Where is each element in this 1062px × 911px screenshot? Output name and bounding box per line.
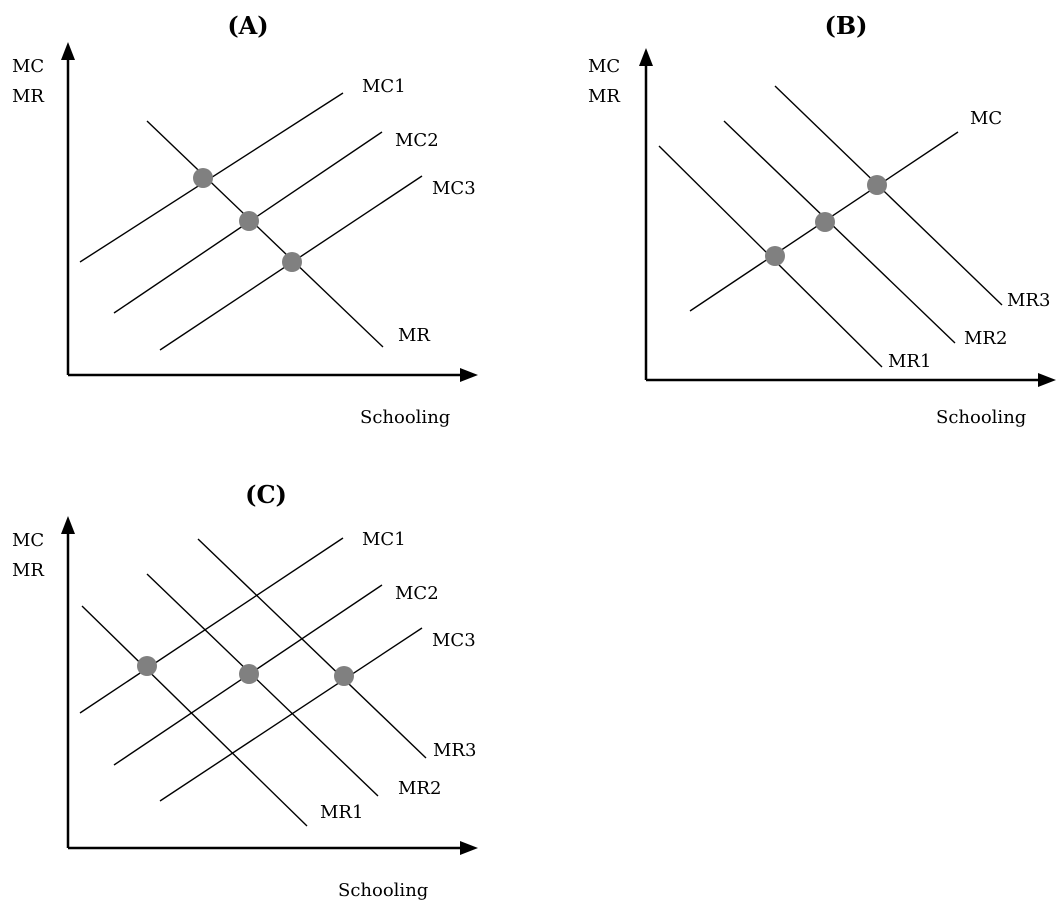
panel-c-mr3-label: MR3	[433, 740, 476, 761]
panel-c-y-axis-arrow	[61, 516, 75, 534]
panel-c-mr2-curve	[146, 573, 379, 797]
panel-c-mc2-label: MC2	[395, 583, 439, 604]
panel-c: (C) MC MR Schooling MC1 MC2 MC3 MR1 MR2 …	[12, 480, 478, 901]
panel-b-mr2-curve	[723, 120, 956, 344]
panel-a-equilibrium-point	[239, 211, 259, 231]
panel-a-mr-label: MR	[398, 325, 430, 346]
panel-c-equilibrium-point	[137, 656, 157, 676]
panel-b-x-label: Schooling	[936, 407, 1026, 428]
panel-c-x-axis-arrow	[460, 841, 478, 855]
panel-b-mr3-label: MR3	[1007, 290, 1050, 311]
panel-c-equilibrium-point	[334, 666, 354, 686]
panel-a-x-axis-arrow	[460, 368, 478, 382]
panel-b-mr1-label: MR1	[888, 351, 931, 372]
panel-c-mr1-curve	[81, 605, 308, 827]
panel-a-mc2-label: MC2	[395, 130, 439, 151]
panel-c-mr1-label: MR1	[320, 802, 363, 823]
panel-b-equilibrium-point	[765, 246, 785, 266]
panel-a-equilibrium-point	[193, 168, 213, 188]
panel-c-x-label: Schooling	[338, 880, 428, 901]
panel-b-y-label-mr: MR	[588, 86, 620, 107]
panel-b-y-axis-arrow	[639, 48, 653, 66]
panel-a-equilibrium-point	[282, 252, 302, 272]
panel-c-mc3-label: MC3	[432, 630, 476, 651]
panel-c-equilibrium-point	[239, 664, 259, 684]
panel-a-title: (A)	[227, 11, 268, 40]
panel-c-mc1-curve	[79, 537, 344, 714]
panel-c-mc3-curve	[159, 627, 423, 802]
panel-b-title: (B)	[825, 11, 868, 40]
panel-c-mr3-curve	[197, 538, 427, 759]
panel-c-y-label-mc: MC	[12, 530, 44, 551]
panel-c-mr2-label: MR2	[398, 778, 441, 799]
panel-a-y-axis-arrow	[61, 42, 75, 60]
panel-b-y-label-mc: MC	[588, 56, 620, 77]
panel-a-y-label-mc: MC	[12, 56, 44, 77]
panel-b-equilibrium-point	[815, 212, 835, 232]
panel-b-equilibrium-point	[867, 175, 887, 195]
panel-a-mc1-label: MC1	[362, 76, 406, 97]
panel-c-title: (C)	[245, 480, 287, 509]
panel-a-x-label: Schooling	[360, 407, 450, 428]
panel-a-y-label-mr: MR	[12, 86, 44, 107]
panel-b-mc-label: MC	[970, 108, 1002, 129]
panel-b-x-axis-arrow	[1038, 373, 1056, 387]
panel-a-mc3-label: MC3	[432, 178, 476, 199]
panel-a: (A) MC MR Schooling MC1 MC2 MC3 MR	[12, 11, 478, 428]
panel-b: (B) MC MR Schooling MC MR1 MR2 MR3	[588, 11, 1056, 428]
panel-c-y-label-mr: MR	[12, 560, 44, 581]
panel-b-mr3-curve	[774, 85, 1003, 306]
panel-a-mr-curve	[146, 120, 384, 348]
panel-b-mr2-label: MR2	[964, 328, 1007, 349]
panel-c-mc1-label: MC1	[362, 529, 406, 550]
